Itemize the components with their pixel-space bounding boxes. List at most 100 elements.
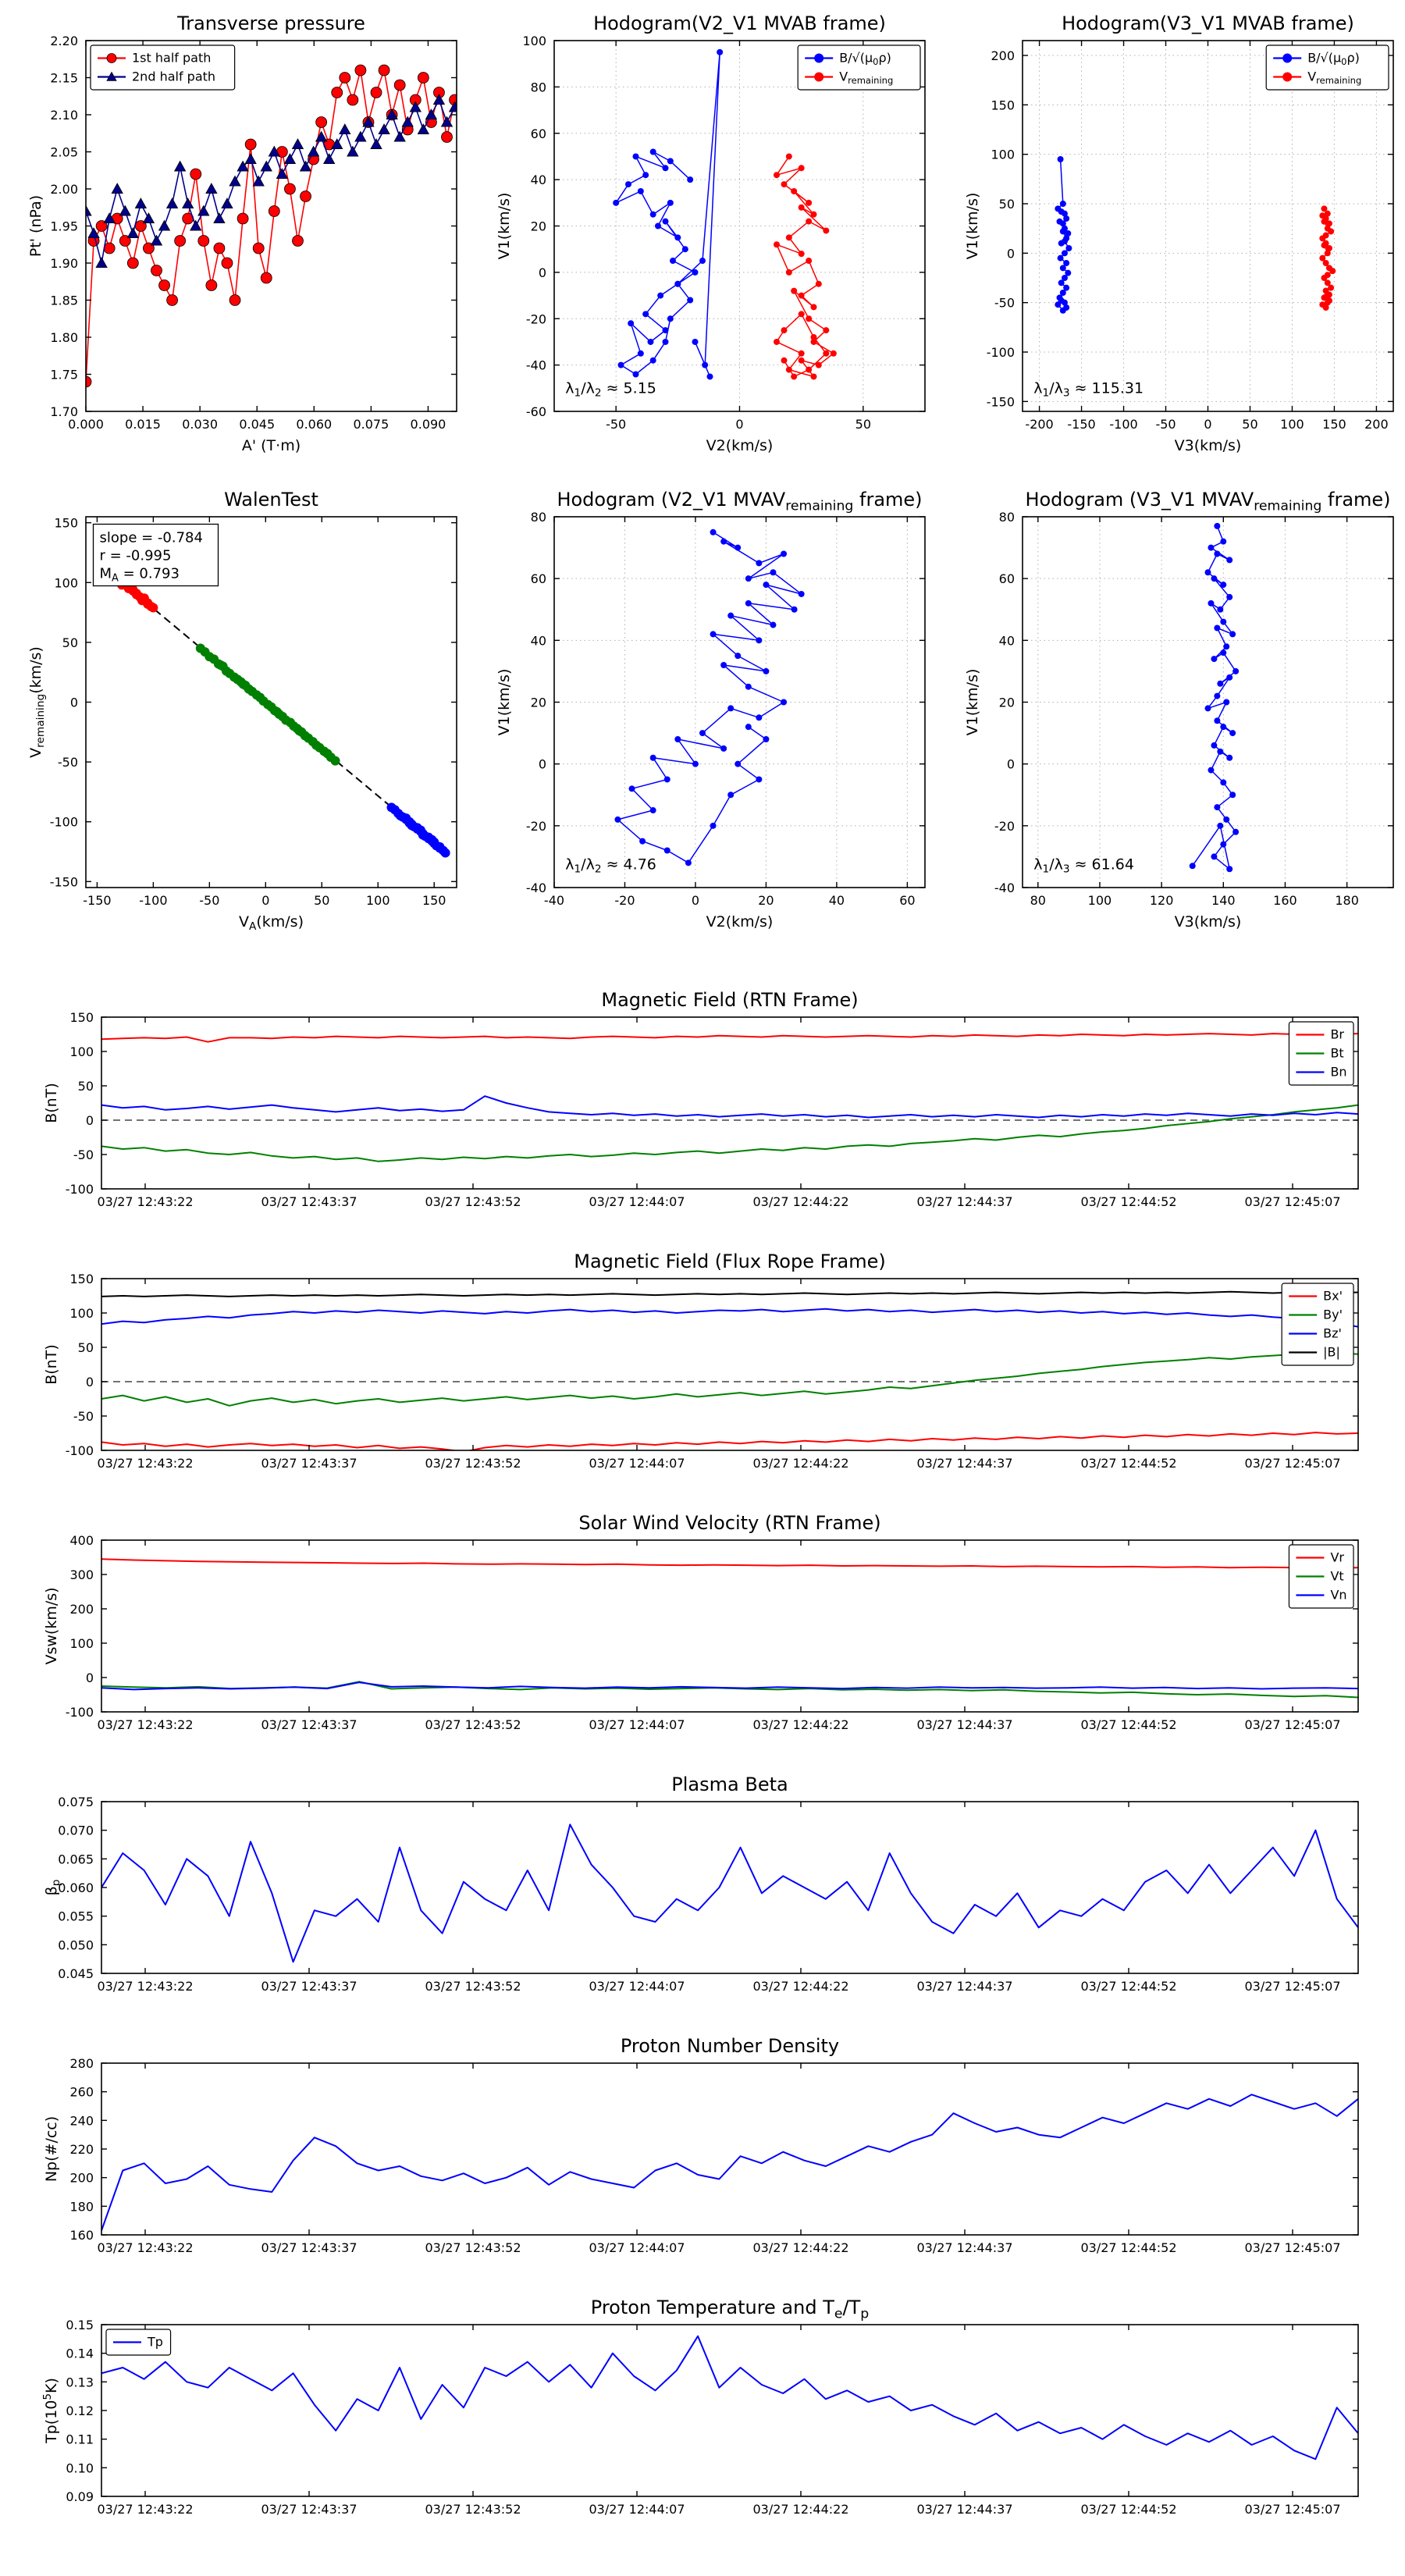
- chart-proton-number-density: 03/27 12:43:22 03/27 12:43:37 03/27 12:43:…: [31, 2033, 1374, 2268]
- svg-text:03/27 12:45:07: 03/27 12:45:07: [1244, 1979, 1340, 1994]
- chart-hodogram-v2v1-mvav: -40 -20 0 20 40 60 -40 -20 0 20 40 60 80 Hodogram (V2…: [484, 484, 937, 933]
- svg-text:220: 220: [69, 2142, 94, 2157]
- chart-transverse-pressure: 0.000 0.015 0.030 0.045 0.060 0.075 0.090 1.70 1…: [16, 8, 468, 457]
- svg-text:0.045: 0.045: [239, 417, 275, 432]
- svg-text:50: 50: [78, 1340, 94, 1355]
- svg-text:Bt: Bt: [1330, 1046, 1343, 1061]
- svg-text:-60: -60: [526, 404, 546, 419]
- svg-text:λ1/λ3 ≈ 115.31: λ1/λ3 ≈ 115.31: [1033, 379, 1144, 399]
- svg-text:Magnetic Field (RTN Frame): Magnetic Field (RTN Frame): [601, 989, 858, 1011]
- svg-text:-150: -150: [83, 893, 111, 908]
- svg-text:180: 180: [69, 2199, 94, 2214]
- svg-text:0.14: 0.14: [66, 2347, 94, 2361]
- svg-text:100: 100: [69, 1044, 94, 1059]
- svg-text:03/27 12:44:52: 03/27 12:44:52: [1080, 2240, 1176, 2255]
- svg-text:03/27 12:44:07: 03/27 12:44:07: [589, 1456, 685, 1471]
- svg-text:50: 50: [314, 893, 329, 908]
- svg-text:-40: -40: [994, 881, 1015, 895]
- svg-text:03/27 12:44:22: 03/27 12:44:22: [752, 2502, 848, 2517]
- svg-text:-50: -50: [1155, 417, 1176, 432]
- svg-text:Tp(105K): Tp(105K): [41, 2378, 60, 2444]
- svg-text:0.11: 0.11: [66, 2432, 94, 2447]
- svg-text:-20: -20: [994, 819, 1015, 834]
- svg-text:150: 150: [422, 893, 446, 908]
- svg-text:-100: -100: [987, 345, 1015, 360]
- svg-text:V1(km/s): V1(km/s): [496, 193, 513, 260]
- svg-text:VA(km/s): VA(km/s): [239, 913, 304, 933]
- svg-text:2nd half path: 2nd half path: [132, 69, 215, 84]
- svg-text:60: 60: [531, 571, 546, 586]
- svg-text:Np(#/cc): Np(#/cc): [43, 2116, 60, 2182]
- svg-text:03/27 12:44:22: 03/27 12:44:22: [752, 1717, 848, 1732]
- svg-text:180: 180: [1335, 893, 1359, 908]
- chart-magnetic-field-fluxrope: 03/27 12:43:22 03/27 12:43:37 03/27 12:43:…: [31, 1249, 1374, 1483]
- svg-text:300: 300: [69, 1567, 94, 1582]
- svg-text:03/27 12:43:37: 03/27 12:43:37: [261, 1456, 357, 1471]
- svg-text:Magnetic Field (Flux Rope Fram: Magnetic Field (Flux Rope Frame): [574, 1251, 885, 1272]
- svg-text:03/27 12:45:07: 03/27 12:45:07: [1244, 1456, 1340, 1471]
- svg-text:slope = -0.784: slope = -0.784: [100, 530, 203, 546]
- svg-text:03/27 12:44:37: 03/27 12:44:37: [916, 1979, 1012, 1994]
- svg-text:400: 400: [69, 1533, 94, 1548]
- svg-text:2.00: 2.00: [50, 182, 78, 197]
- svg-text:Vt: Vt: [1330, 1569, 1343, 1584]
- svg-text:100: 100: [1088, 893, 1112, 908]
- svg-text:60: 60: [899, 893, 915, 908]
- svg-text:80: 80: [999, 510, 1015, 525]
- svg-text:240: 240: [69, 2113, 94, 2128]
- svg-text:1.80: 1.80: [50, 330, 78, 345]
- svg-text:1.95: 1.95: [50, 219, 78, 234]
- svg-text:0.12: 0.12: [66, 2403, 94, 2418]
- svg-text:03/27 12:44:07: 03/27 12:44:07: [589, 1194, 685, 1209]
- svg-text:160: 160: [1273, 893, 1297, 908]
- svg-text:03/27 12:44:37: 03/27 12:44:37: [916, 2502, 1012, 2517]
- svg-text:03/27 12:44:52: 03/27 12:44:52: [1080, 1194, 1176, 1209]
- svg-text:0.13: 0.13: [66, 2375, 94, 2389]
- svg-text:A' (T·m): A' (T·m): [242, 437, 301, 454]
- svg-text:03/27 12:43:22: 03/27 12:43:22: [97, 1979, 193, 1994]
- svg-text:0.075: 0.075: [58, 1795, 94, 1809]
- svg-text:B/√(μ0ρ): B/√(μ0ρ): [839, 51, 891, 68]
- svg-text:V1(km/s): V1(km/s): [964, 193, 981, 260]
- svg-text:Transverse pressure: Transverse pressure: [176, 12, 365, 34]
- svg-text:0.055: 0.055: [58, 1909, 94, 1924]
- svg-text:-100: -100: [50, 815, 78, 830]
- svg-text:2.15: 2.15: [50, 71, 78, 86]
- svg-text:100: 100: [69, 1636, 94, 1651]
- svg-text:-40: -40: [526, 881, 546, 895]
- svg-text:Hodogram (V3_V1 MVAVremaining: Hodogram (V3_V1 MVAVremaining frame): [1025, 489, 1390, 514]
- svg-text:Proton Number Density: Proton Number Density: [621, 2035, 839, 2057]
- svg-text:100: 100: [69, 1306, 94, 1321]
- svg-text:03/27 12:43:22: 03/27 12:43:22: [97, 1717, 193, 1732]
- svg-text:1.85: 1.85: [50, 294, 78, 308]
- chart-walen-test: -150 -100 -50 0 50 100 150 -150 -100 -50 0 50 100 150…: [16, 484, 468, 933]
- svg-text:03/27 12:44:52: 03/27 12:44:52: [1080, 1456, 1176, 1471]
- svg-text:Br: Br: [1330, 1027, 1344, 1042]
- svg-text:Hodogram (V2_V1 MVAVremaining: Hodogram (V2_V1 MVAVremaining frame): [557, 489, 922, 514]
- svg-text:-100: -100: [139, 893, 167, 908]
- svg-text:50: 50: [855, 417, 871, 432]
- svg-text:Plasma Beta: Plasma Beta: [671, 1774, 788, 1795]
- svg-text:150: 150: [54, 516, 78, 531]
- svg-text:Tp: Tp: [147, 2335, 163, 2350]
- svg-text:Bn: Bn: [1330, 1065, 1346, 1080]
- svg-text:80: 80: [531, 510, 546, 525]
- svg-text:By': By': [1323, 1308, 1343, 1322]
- svg-text:0.070: 0.070: [58, 1823, 94, 1838]
- svg-text:-50: -50: [994, 296, 1015, 311]
- svg-text:-150: -150: [987, 394, 1015, 409]
- svg-text:B(nT): B(nT): [43, 1083, 60, 1123]
- svg-text:MA = 0.793: MA = 0.793: [100, 566, 180, 585]
- svg-text:0.030: 0.030: [182, 417, 218, 432]
- svg-text:-50: -50: [73, 1147, 94, 1162]
- svg-text:03/27 12:43:52: 03/27 12:43:52: [425, 2502, 521, 2517]
- svg-text:20: 20: [531, 696, 546, 710]
- svg-text:150: 150: [69, 1010, 94, 1025]
- chart-hodogram-v3v1-mvab: -200 -150 -100 -50 0 50 100 150 200 -150 -100 -50 0 5…: [952, 8, 1405, 457]
- chart-proton-temperature: 03/27 12:43:22 03/27 12:43:37 03/27 12:43:…: [31, 2295, 1374, 2529]
- svg-text:0.10: 0.10: [66, 2460, 94, 2475]
- svg-text:Proton Temperature and Te/Tp: Proton Temperature and Te/Tp: [591, 2297, 869, 2322]
- svg-text:0: 0: [1007, 757, 1015, 772]
- svg-text:Vremaining: Vremaining: [1307, 69, 1361, 87]
